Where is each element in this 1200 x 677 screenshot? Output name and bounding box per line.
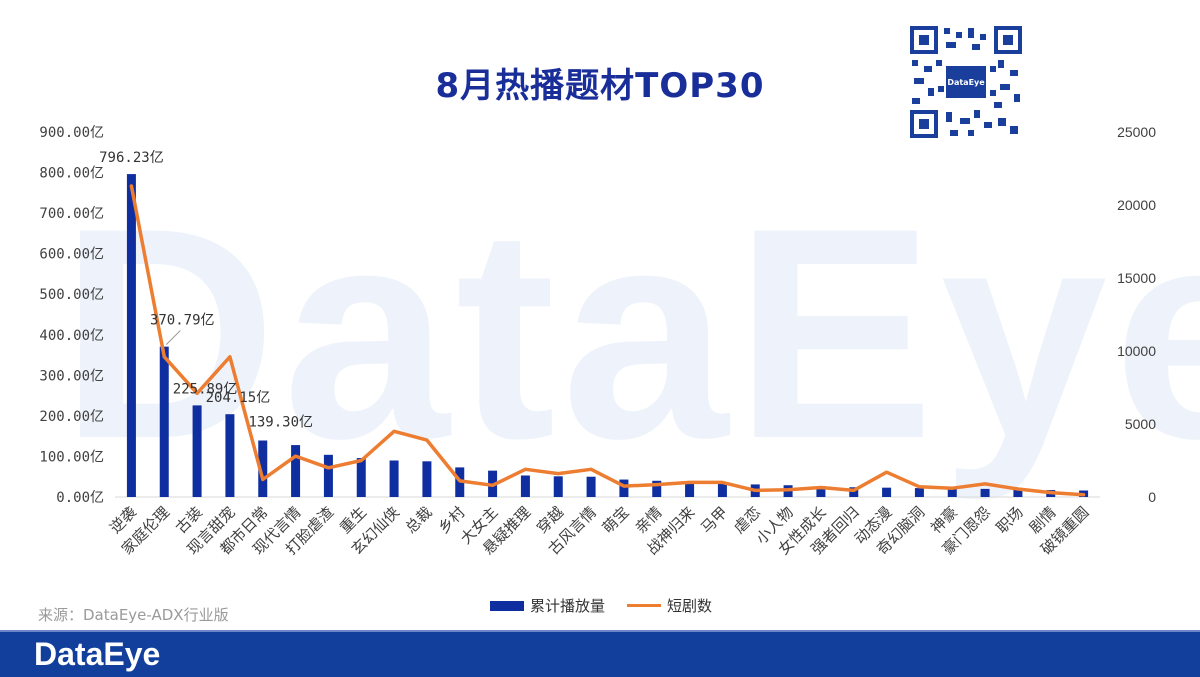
data-label-leader (166, 331, 180, 345)
legend: 累计播放量 短剧数 (490, 595, 734, 616)
bar-现言甜宠 (225, 414, 234, 497)
bar-萌宝 (619, 480, 628, 497)
legend-swatch-bar (490, 601, 524, 611)
y-left-tick-label: 600.00亿 (39, 247, 104, 263)
legend-swatch-line (627, 604, 661, 607)
x-tick-label: 职场 (993, 503, 1027, 537)
bar-穿越 (554, 476, 563, 497)
data-label: 204.15亿 (206, 390, 271, 406)
y-right-tick-label: 5000 (1125, 416, 1156, 432)
y-left-tick-label: 800.00亿 (39, 166, 104, 182)
x-tick-label: 总裁 (402, 503, 436, 537)
bar-打脸虐渣 (324, 455, 333, 497)
y-right-tick-label: 10000 (1117, 343, 1156, 359)
data-label: 139.30亿 (248, 415, 313, 431)
y-right-tick-label: 0 (1148, 489, 1156, 505)
x-tick-label: 马甲 (697, 503, 731, 537)
legend-label-line: 短剧数 (667, 595, 712, 616)
data-label: 370.79亿 (150, 313, 215, 329)
bar-逆袭 (127, 174, 136, 497)
footer-logo: DataEye (34, 636, 160, 673)
y-right-tick-label: 15000 (1117, 270, 1156, 286)
chart: 0.00亿 100.00亿 200.00亿 300.00亿 400.00亿 500.00亿… (0, 0, 1200, 630)
footer-bar: DataEye (0, 630, 1200, 677)
bar-古风言情 (587, 477, 596, 497)
y-left-tick-label: 400.00亿 (39, 328, 104, 344)
bar-豪门恩怨 (981, 489, 990, 497)
y-right-tick-label: 20000 (1117, 197, 1156, 213)
legend-item-line: 短剧数 (627, 595, 712, 616)
bar-家庭伦理 (160, 347, 169, 497)
bar-奇幻脑洞 (915, 488, 924, 497)
source-note: 来源：DataEye-ADX行业版 (38, 604, 229, 625)
y-right-tick-label: 25000 (1117, 124, 1156, 140)
bar-玄幻仙侠 (390, 461, 399, 498)
legend-label-bar: 累计播放量 (530, 595, 605, 616)
y-left-tick-label: 900.00亿 (39, 125, 104, 141)
legend-item-bar: 累计播放量 (490, 595, 605, 616)
bar-总裁 (422, 461, 431, 497)
y-left-tick-label: 700.00亿 (39, 206, 104, 222)
y-left-tick-label: 0.00亿 (56, 490, 104, 506)
x-tick-label: 萌宝 (599, 503, 633, 537)
bar-现代言情 (291, 445, 300, 497)
y-left-tick-label: 300.00亿 (39, 368, 104, 384)
line-series-短剧数 (131, 186, 1083, 495)
y-left-tick-label: 500.00亿 (39, 287, 104, 303)
y-left-tick-label: 200.00亿 (39, 409, 104, 425)
data-label: 796.23亿 (99, 150, 164, 166)
bar-动态漫 (882, 488, 891, 497)
bar-悬疑推理 (521, 476, 530, 497)
bar-重生 (357, 458, 366, 497)
y-left-tick-label: 100.00亿 (39, 449, 104, 465)
bar-古装 (193, 405, 202, 497)
